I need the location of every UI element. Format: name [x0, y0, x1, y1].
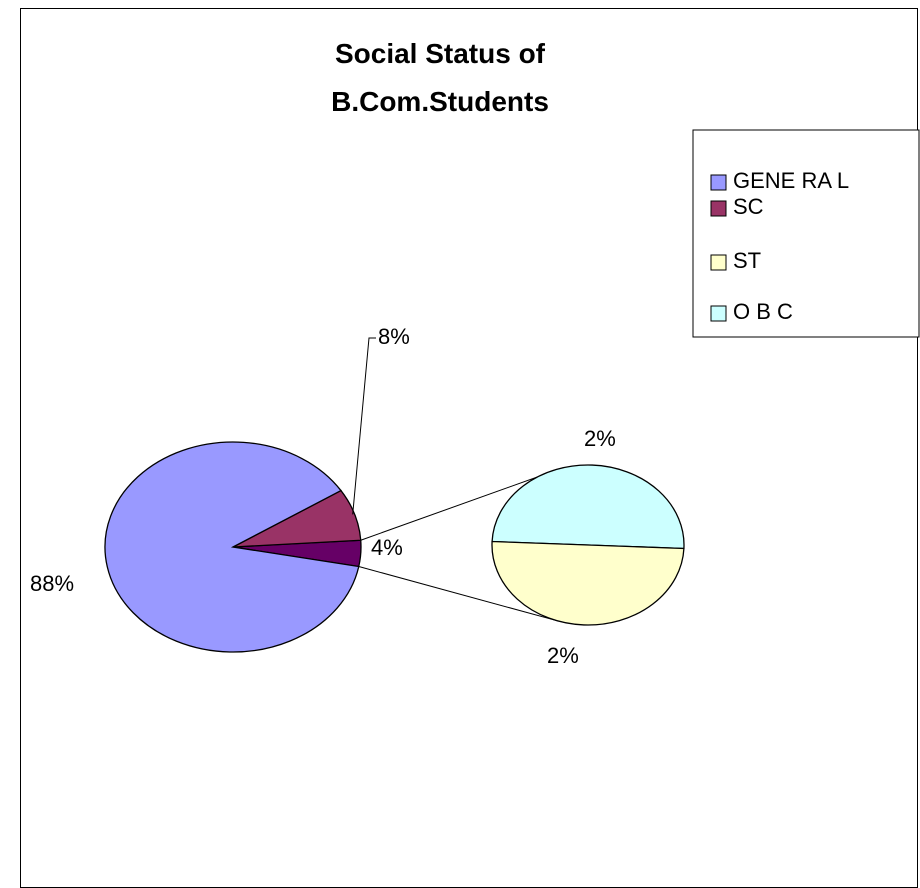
data-label-sc: 8% — [378, 324, 410, 349]
secondary-slice-obc — [491, 464, 685, 550]
leader-line-sc — [352, 337, 376, 515]
primary-pie — [104, 441, 362, 653]
data-label-other: 4% — [371, 535, 403, 560]
legend-swatch-st — [710, 254, 727, 271]
legend-label-st: ST — [733, 248, 761, 273]
secondary-pie — [491, 464, 685, 626]
pie-slice-general — [104, 441, 360, 653]
chart-title-line-2: B.Com.Students — [331, 86, 549, 117]
connector-lines — [352, 337, 564, 622]
connector-line-top — [360, 467, 564, 541]
legend-swatch-general — [710, 174, 727, 191]
legend-swatch-sc — [710, 200, 727, 217]
data-label-st: 2% — [547, 643, 579, 668]
connector-line-bottom — [358, 566, 559, 622]
legend-swatch-obc — [710, 305, 727, 322]
data-label-obc: 2% — [584, 426, 616, 451]
pie-chart: Social Status of B.Com.Students 88% 8% 4… — [30, 38, 920, 668]
data-label-general: 88% — [30, 571, 74, 596]
chart-title-line-1: Social Status of — [335, 38, 546, 69]
legend: GENE RA L SC ST O B C — [692, 129, 920, 338]
secondary-slice-st — [491, 540, 685, 626]
legend-label-obc: O B C — [733, 299, 793, 324]
legend-box — [692, 129, 920, 338]
legend-label-sc: SC — [733, 194, 764, 219]
legend-label-general: GENE RA L — [733, 168, 849, 193]
